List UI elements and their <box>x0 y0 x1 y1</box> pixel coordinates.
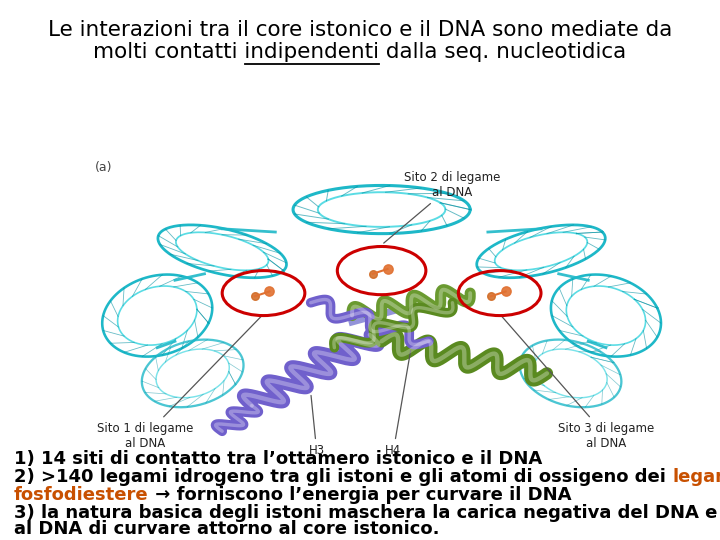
Text: 1) 14 siti di contatto tra l’ottamero istonico e il DNA: 1) 14 siti di contatto tra l’ottamero is… <box>14 450 542 468</box>
Text: Sito 3 di legame
al DNA: Sito 3 di legame al DNA <box>502 316 654 450</box>
Point <box>382 265 393 273</box>
Text: → forniscono l’energia per curvare il DNA: → forniscono l’energia per curvare il DN… <box>148 486 571 504</box>
Text: (a): (a) <box>95 161 113 174</box>
Text: al DNA di curvare attorno al core istonico.: al DNA di curvare attorno al core istoni… <box>14 520 439 538</box>
Point <box>264 287 275 296</box>
Text: Le interazioni tra il core istonico e il DNA sono mediate da: Le interazioni tra il core istonico e il… <box>48 20 672 40</box>
Text: Sito 2 di legame
al DNA: Sito 2 di legame al DNA <box>384 171 500 243</box>
Point <box>367 269 379 278</box>
Text: fosfodiestere: fosfodiestere <box>14 486 148 504</box>
Text: 3) la natura basica degli istoni maschera la carica negativa del DNA e permette: 3) la natura basica degli istoni mascher… <box>14 504 720 522</box>
Text: H3: H3 <box>309 395 325 457</box>
Point <box>500 287 511 296</box>
Text: molti contatti indipendenti dalla seq. nucleotidica: molti contatti indipendenti dalla seq. n… <box>94 42 626 62</box>
Point <box>249 292 261 301</box>
Text: legami: legami <box>672 468 720 486</box>
Text: 2) >140 legami idrogeno tra gli istoni e gli atomi di ossigeno dei: 2) >140 legami idrogeno tra gli istoni e… <box>14 468 672 486</box>
Text: H4: H4 <box>385 350 410 457</box>
Text: Sito 1 di legame
al DNA: Sito 1 di legame al DNA <box>97 316 261 450</box>
Point <box>485 292 497 301</box>
